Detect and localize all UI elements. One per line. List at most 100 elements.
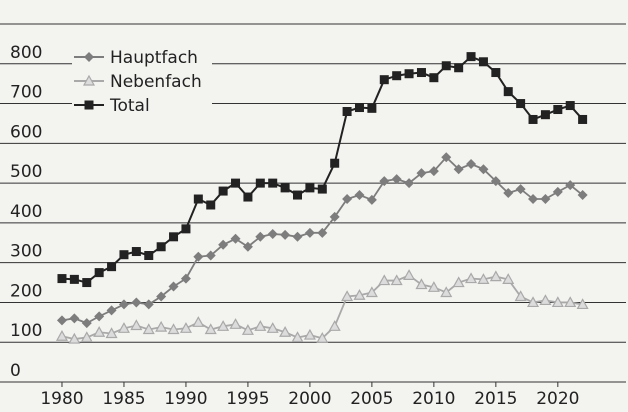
- marker-square: [379, 75, 389, 85]
- marker-square: [84, 100, 94, 110]
- marker-diamond: [478, 164, 489, 175]
- marker-triangle: [167, 323, 180, 335]
- marker-square: [441, 61, 451, 71]
- marker-square: [131, 247, 141, 257]
- marker-square: [181, 224, 191, 234]
- marker-triangle: [266, 322, 279, 333]
- marker-square: [342, 107, 352, 117]
- marker-square: [565, 101, 575, 111]
- marker-diamond: [391, 174, 402, 185]
- marker-square: [317, 184, 327, 194]
- marker-triangle: [502, 273, 515, 284]
- marker-square: [466, 52, 476, 62]
- marker-square: [169, 232, 179, 242]
- marker-diamond: [69, 313, 80, 324]
- marker-triangle: [440, 286, 453, 298]
- marker-diamond: [565, 180, 576, 191]
- marker-diamond: [106, 305, 117, 316]
- marker-triangle: [55, 330, 68, 341]
- marker-square: [354, 103, 364, 113]
- marker-square: [416, 68, 426, 78]
- marker-triangle: [539, 294, 552, 306]
- marker-triangle: [93, 326, 106, 337]
- marker-square: [553, 105, 563, 115]
- marker-triangle: [241, 324, 254, 335]
- marker-triangle: [105, 327, 118, 339]
- marker-diamond: [81, 318, 92, 329]
- marker-square: [293, 190, 303, 200]
- marker-triangle: [477, 273, 490, 284]
- marker-square: [206, 200, 216, 210]
- marker-diamond: [552, 186, 563, 197]
- marker-triangle: [551, 296, 564, 308]
- marker-diamond: [205, 250, 216, 261]
- marker-triangle: [465, 272, 478, 284]
- marker-triangle: [452, 276, 465, 288]
- marker-diamond: [193, 251, 204, 262]
- marker-square: [119, 250, 129, 260]
- x-tick-label: 2015: [474, 389, 517, 409]
- marker-triangle: [489, 270, 502, 282]
- marker-diamond: [342, 194, 353, 205]
- marker-diamond: [540, 194, 551, 205]
- marker-triangle: [316, 332, 329, 343]
- marker-diamond: [329, 211, 340, 222]
- marker-square: [516, 99, 526, 109]
- marker-square: [144, 251, 154, 261]
- y-tick-label: 700: [10, 83, 42, 103]
- marker-diamond: [94, 311, 105, 322]
- x-tick-label: 1990: [164, 389, 207, 409]
- marker-diamond: [317, 227, 328, 238]
- marker-square: [243, 192, 253, 202]
- marker-diamond: [428, 166, 439, 177]
- x-tick-label: 2000: [288, 389, 331, 409]
- marker-triangle: [142, 323, 155, 335]
- x-tick-label: 1980: [40, 389, 83, 409]
- marker-diamond: [56, 315, 67, 326]
- marker-triangle: [527, 296, 540, 308]
- marker-square: [429, 73, 439, 83]
- marker-triangle: [514, 290, 527, 302]
- marker-triangle: [403, 269, 416, 280]
- marker-square: [218, 186, 228, 196]
- legend-bg: [72, 46, 212, 68]
- marker-diamond: [354, 190, 365, 201]
- marker-square: [528, 114, 538, 124]
- marker-triangle: [217, 320, 230, 331]
- marker-square: [231, 178, 241, 188]
- marker-diamond: [230, 233, 241, 244]
- marker-diamond: [490, 176, 501, 187]
- marker-triangle: [155, 320, 168, 332]
- x-tick-label: 2005: [350, 389, 393, 409]
- marker-diamond: [143, 299, 154, 310]
- marker-square: [57, 274, 67, 284]
- marker-triangle: [82, 74, 96, 86]
- y-tick-label: 600: [10, 122, 42, 142]
- marker-triangle: [427, 281, 440, 292]
- marker-square: [540, 110, 550, 120]
- marker-square: [280, 183, 290, 193]
- marker-square: [454, 63, 464, 73]
- y-tick-label: 800: [10, 43, 42, 63]
- marker-diamond: [441, 152, 452, 163]
- marker-diamond: [416, 168, 427, 179]
- marker-triangle: [303, 328, 316, 340]
- marker-triangle: [279, 326, 292, 337]
- marker-diamond: [242, 241, 253, 252]
- marker-triangle: [68, 332, 81, 344]
- marker-square: [578, 114, 588, 124]
- marker-triangle: [204, 323, 217, 335]
- marker-triangle: [117, 322, 130, 333]
- marker-square: [193, 194, 203, 204]
- marker-triangle: [576, 298, 589, 310]
- marker-square: [82, 278, 92, 288]
- marker-diamond: [515, 184, 526, 195]
- marker-square: [156, 242, 166, 252]
- legend-label: Total: [109, 96, 150, 116]
- marker-square: [503, 87, 513, 97]
- series-line: [61, 155, 584, 325]
- marker-diamond: [304, 227, 315, 238]
- marker-triangle: [365, 286, 378, 298]
- marker-diamond: [528, 194, 539, 205]
